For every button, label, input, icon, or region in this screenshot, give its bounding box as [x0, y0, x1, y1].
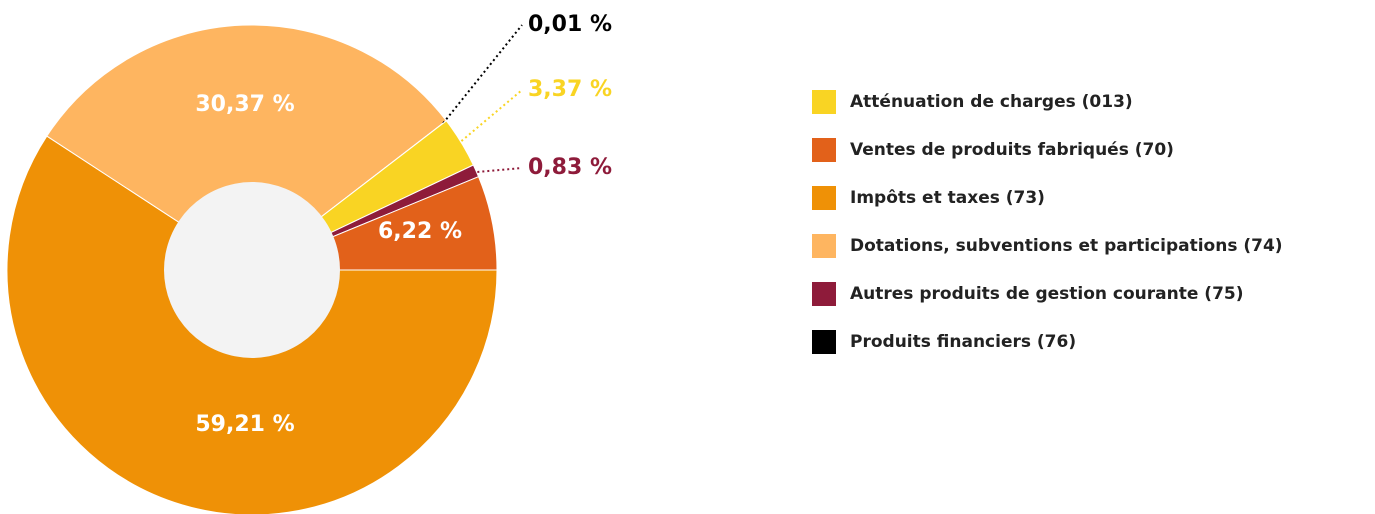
legend-label: Autres produits de gestion courante (75) — [850, 284, 1244, 304]
legend-swatch — [812, 186, 836, 210]
value-label: 59,21 % — [195, 412, 294, 437]
leader-line — [442, 24, 523, 124]
value-label: 0,01 % — [528, 12, 612, 37]
donut-hole — [164, 182, 340, 358]
legend-label: Produits financiers (76) — [850, 332, 1076, 352]
legend-swatch — [812, 90, 836, 114]
slice — [46, 24, 447, 271]
legend-label: Dotations, subventions et participations… — [850, 236, 1283, 256]
value-label: 6,22 % — [378, 219, 462, 244]
legend-swatch — [812, 138, 836, 162]
legend-swatch — [812, 330, 836, 354]
value-label: 30,37 % — [195, 92, 294, 117]
legend-label: Atténuation de charges (013) — [850, 92, 1133, 112]
legend-swatch — [812, 282, 836, 306]
value-label: 0,83 % — [528, 155, 612, 180]
legend-label: Impôts et taxes (73) — [850, 188, 1045, 208]
leader-line — [472, 167, 523, 174]
value-label: 3,37 % — [528, 77, 612, 102]
leader-line — [456, 89, 523, 146]
legend-swatch — [812, 234, 836, 258]
legend-label: Ventes de produits fabriqués (70) — [850, 140, 1174, 160]
